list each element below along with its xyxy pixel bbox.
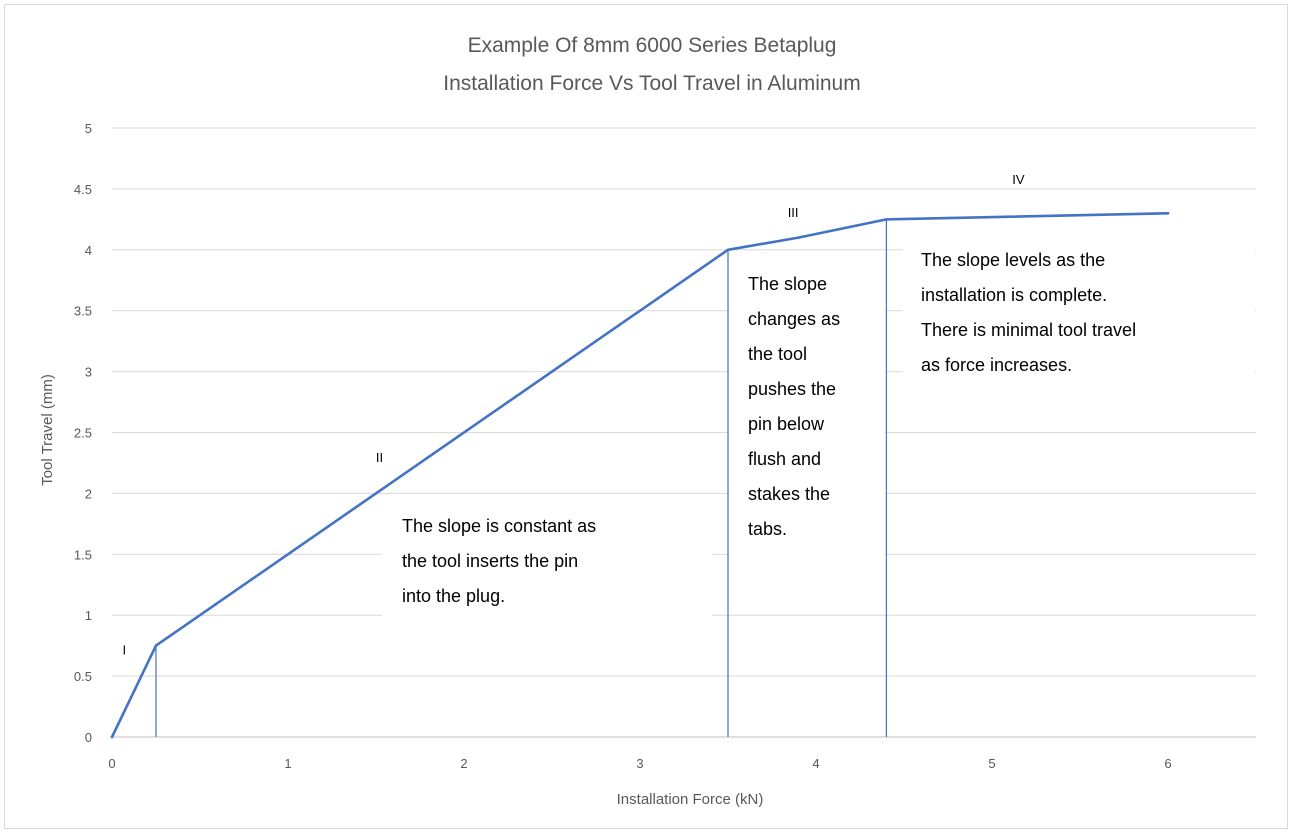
annotation-line: as force increases. [921, 355, 1072, 375]
annotation-line: installation is complete. [921, 285, 1107, 305]
gridlines [112, 127, 1256, 738]
data-point [154, 644, 158, 647]
phase-dividers [155, 219, 888, 737]
chart-frame [4, 4, 1288, 829]
data-point [1166, 211, 1170, 215]
x-axis-label: Installation Force (kN) [617, 791, 764, 808]
annotation-box [903, 232, 1255, 392]
series-layer [110, 211, 1170, 739]
annotation-line: flush and [748, 449, 821, 469]
x-tick-label: 6 [1164, 756, 1171, 771]
y-tick-label: 0 [85, 730, 92, 745]
data-point [110, 735, 114, 739]
chart-title: Example Of 8mm 6000 Series Betaplug Inst… [443, 34, 860, 95]
annotations: The slope is constant as the tool inserts… [402, 250, 1136, 606]
annotation-line: The slope [748, 274, 827, 294]
chart-title-line-1: Example Of 8mm 6000 Series Betaplug [468, 34, 837, 57]
y-tick-label: 4.5 [74, 182, 92, 197]
annotation-line: There is minimal tool travel [921, 320, 1136, 340]
y-tick-label: 1.5 [74, 547, 92, 562]
phase-label: II [376, 450, 383, 465]
x-tick-labels: 0 1 2 3 4 5 6 [108, 756, 1171, 771]
annotation-line: The slope levels as the [921, 250, 1105, 270]
y-tick-label: 3 [85, 365, 92, 380]
annotation-line: stakes the [748, 484, 830, 504]
annotation-line: The slope is constant as [402, 516, 596, 536]
y-tick-label: 2.5 [74, 426, 92, 441]
chart-title-line-2: Installation Force Vs Tool Travel in Alu… [443, 72, 860, 95]
phase-label: I [123, 642, 127, 657]
x-tick-label: 4 [812, 756, 819, 771]
data-point [726, 248, 730, 252]
annotation-line: changes as [748, 309, 840, 329]
phase-label: III [788, 205, 799, 220]
series-line [110, 212, 1170, 739]
x-tick-label: 0 [108, 756, 115, 771]
y-tick-label: 4 [85, 243, 92, 258]
data-point [797, 236, 800, 239]
y-tick-label: 1 [85, 608, 92, 623]
x-tick-label: 2 [460, 756, 467, 771]
x-tick-label: 3 [636, 756, 643, 771]
y-tick-labels: 0 0.5 1 1.5 2 2.5 3 3.5 4 4.5 5 [74, 121, 92, 745]
annotation-line: pin below [748, 414, 825, 434]
data-point [885, 218, 888, 221]
y-tick-label: 5 [85, 121, 92, 136]
y-tick-label: 3.5 [74, 304, 92, 319]
y-tick-label: 0.5 [74, 669, 92, 684]
annotation-line: into the plug. [402, 586, 505, 606]
annotation-line: pushes the [748, 379, 836, 399]
x-tick-label: 1 [284, 756, 291, 771]
annotation-line: the tool [748, 344, 807, 364]
annotation-box [729, 256, 885, 586]
y-tick-label: 2 [85, 486, 92, 501]
annotation-line: tabs. [748, 519, 787, 539]
phase-label: IV [1012, 172, 1025, 187]
x-tick-label: 5 [988, 756, 995, 771]
y-axis-label: Tool Travel (mm) [39, 374, 56, 486]
annotation-box [382, 506, 712, 636]
annotation-line: the tool inserts the pin [402, 551, 578, 571]
annotation-backgrounds [382, 232, 1255, 636]
